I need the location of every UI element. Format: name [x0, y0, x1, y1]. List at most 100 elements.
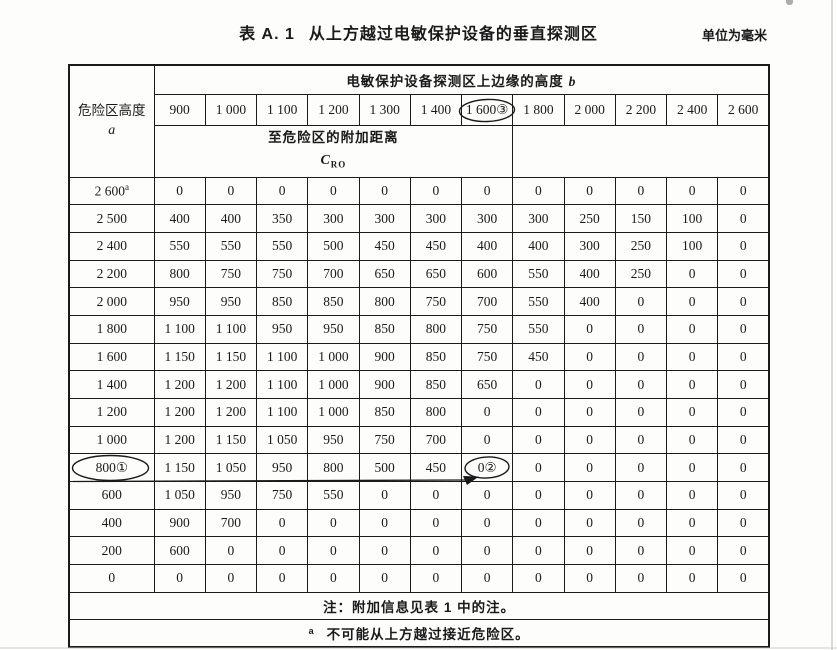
table-row-1200: 1 200 1 200 1 200 1 100 1 000 850 800 0 0 0 0 0 0: [68, 398, 770, 427]
table-cell: 0: [358, 564, 411, 593]
table-cell: 1 150: [153, 342, 206, 372]
table-cell: 0: [409, 481, 463, 510]
table-cell: 1 200: [204, 398, 258, 427]
table-row-800①: 800① 1 150 1 050 950 800 500 450 0② 0 0 0 0 0: [68, 453, 770, 483]
table-cell: 0: [512, 536, 565, 566]
table-cell: 700: [460, 287, 514, 316]
table-cell: 500: [358, 453, 411, 483]
table-cell: 0: [460, 536, 514, 566]
table-cell: 1 100: [255, 370, 309, 399]
table-cell: 1 100: [255, 342, 309, 372]
table-cell: 0: [717, 204, 770, 233]
table-cell: 950: [204, 481, 258, 510]
table-cell: 0: [717, 370, 770, 399]
table-cell: 650: [460, 370, 514, 399]
table-cell: 800: [409, 398, 463, 427]
table-cell: 0: [512, 370, 565, 399]
table-cell: 0: [717, 176, 770, 206]
table-cell: 0: [717, 287, 770, 316]
table-cell: 0: [460, 176, 514, 206]
subheader-row: 至危险区的附加距离 CRO: [69, 124, 770, 178]
table-cell: 850: [409, 370, 463, 399]
table-cell: 750: [460, 314, 514, 344]
table-row-2500: 2 500 400 400 350 300 300 300 300 300 250 150 100 0: [68, 204, 770, 233]
table-cell: 0: [717, 314, 770, 344]
table-title: 表 A. 1 从上方越过电敏保护设备的垂直探测区: [0, 20, 837, 44]
table-cell: 0: [255, 176, 309, 206]
table-cell: 0: [409, 564, 463, 593]
table-cell: 0: [717, 231, 770, 261]
note-row: 注：附加信息见表 1 中的注。: [68, 591, 770, 620]
table-cell: 0: [717, 398, 770, 427]
table-cell: 0: [460, 481, 514, 510]
row-header-symbol: a: [108, 123, 116, 139]
row-label: 1 600: [68, 342, 155, 372]
row-label: 1 800: [68, 314, 155, 344]
table-cell: 800: [307, 453, 360, 483]
row-label: 600: [68, 481, 155, 510]
table-cell: 150: [614, 204, 668, 233]
table-cell: 950: [255, 314, 309, 344]
table-cell: 0: [614, 287, 668, 316]
table-cell: 250: [614, 259, 668, 289]
table-cell: 1 050: [255, 425, 309, 455]
table-cell: 400: [563, 287, 616, 316]
table-cell: 1 050: [153, 481, 206, 510]
table-cell: 750: [409, 287, 463, 316]
table-cell: 750: [204, 259, 258, 289]
table-cell: 0: [665, 314, 719, 344]
table-cell: 0: [717, 564, 770, 593]
band-title-symbol: b: [568, 73, 577, 89]
table-cell: 750: [255, 259, 309, 289]
row-header-cell: 危险区高度 a: [68, 64, 155, 178]
table-cell: 0: [717, 259, 770, 289]
table-cell: 700: [307, 259, 360, 289]
column-header-1400: 1 400: [409, 93, 463, 126]
table-title-text: 从上方越过电敏保护设备的垂直探测区: [308, 26, 598, 43]
table-cell: 800: [409, 314, 463, 344]
table-cell: 700: [409, 425, 463, 455]
table-cell: 900: [358, 342, 411, 372]
table-cell: 0: [717, 481, 770, 510]
row-header-title: 危险区高度: [78, 103, 146, 119]
table-cell: 0: [563, 564, 616, 593]
table-row-2200: 2 200 800 750 750 700 650 650 600 550 400 250 0 0: [68, 259, 770, 289]
table-cell: 0: [307, 176, 360, 206]
table-cell: 0: [614, 564, 668, 593]
table-cell: 750: [358, 425, 411, 455]
table-cell: 1 000: [307, 398, 360, 427]
table-cell: 700: [204, 508, 258, 538]
table-cell: 0: [358, 536, 411, 566]
table-cell: 0: [614, 370, 668, 399]
row-label: 1 000: [68, 425, 155, 455]
table-cell: 0: [358, 508, 411, 538]
table-cell: 850: [255, 287, 309, 316]
table-cell: 750: [255, 481, 309, 510]
table-cell: 0: [153, 564, 206, 593]
table-cell: 1 200: [153, 425, 206, 455]
row-label: 1 200: [68, 398, 155, 427]
table-cell: 950: [153, 287, 206, 316]
row-label: 400: [68, 508, 155, 538]
table-cell: 100: [665, 204, 719, 233]
scan-blot: [786, 0, 793, 5]
table-cell: 300: [512, 204, 565, 233]
table-cell: 0: [512, 453, 565, 483]
table-cell: 550: [512, 314, 565, 344]
column-header-1800: 1 800: [512, 93, 565, 126]
table-body: 2 600a 0 0 0 0 0 0 0 0 0 0 0 0 2 500 400 400 350 300 300 30…: [68, 176, 770, 593]
band-title-cell: 电敏保护设备探测区上边缘的高度 b: [153, 64, 770, 95]
footnote-marker: a: [308, 625, 315, 636]
column-header-2200: 2 200: [614, 93, 668, 126]
table-cell: 450: [409, 231, 463, 261]
table-cell: 0: [512, 564, 565, 593]
table-cell: 550: [307, 481, 360, 510]
row-label: 2 200: [68, 259, 155, 289]
table-note: 注：附加信息见表 1 中的注。: [68, 591, 770, 620]
table-cell: 550: [512, 259, 565, 289]
table-foot-rows: 注：附加信息见表 1 中的注。 a 不可能从上方越过接近危险区。: [68, 591, 770, 648]
table-cell: 0: [460, 398, 514, 427]
row-label: 1 400: [68, 370, 155, 399]
table-cell: 500: [307, 231, 360, 261]
table-cell: 0: [614, 453, 668, 483]
